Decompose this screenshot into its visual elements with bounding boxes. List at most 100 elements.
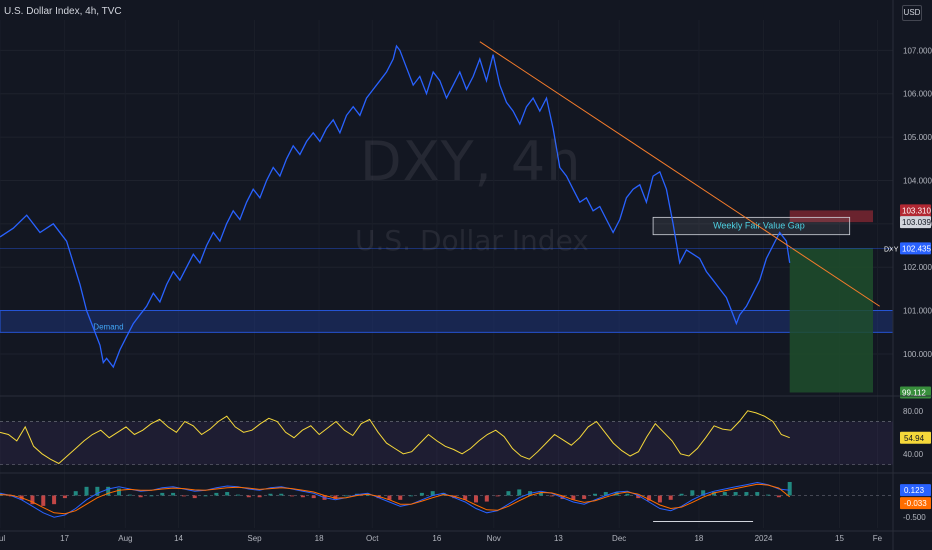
last-price-symbol: DXY bbox=[884, 246, 899, 253]
macd-histogram-bar bbox=[257, 495, 262, 498]
macd-value-bg bbox=[900, 484, 931, 497]
macd-histogram-bar bbox=[571, 495, 576, 500]
rsi-value-label: 54.94 bbox=[904, 434, 925, 443]
macd-histogram-bar bbox=[766, 494, 771, 496]
signal-value-bg bbox=[900, 497, 931, 510]
macd-histogram-bar bbox=[409, 495, 414, 497]
stop-level-label-bg bbox=[900, 204, 931, 217]
macd-histogram-bar bbox=[268, 493, 273, 496]
y-tick-label: 101.000 bbox=[903, 307, 932, 316]
macd-histogram-bar bbox=[225, 492, 230, 496]
x-tick-label: Jul bbox=[0, 534, 5, 543]
macd-histogram-bar bbox=[755, 492, 760, 496]
macd-histogram-bar bbox=[171, 492, 176, 496]
macd-histogram-bar bbox=[776, 495, 781, 498]
macd-histogram-bar bbox=[181, 495, 186, 497]
macd-histogram-bar bbox=[73, 491, 78, 496]
demand-zone bbox=[0, 310, 894, 333]
y-tick-label: 102.000 bbox=[903, 263, 932, 272]
macd-histogram-bar bbox=[582, 495, 587, 499]
trendline bbox=[479, 41, 880, 307]
macd-histogram-bar bbox=[95, 486, 100, 496]
x-tick-label: 18 bbox=[315, 534, 324, 543]
chart-title: U.S. Dollar Index, 4h, TVC bbox=[4, 6, 122, 17]
y-tick-label: 107.000 bbox=[903, 46, 932, 55]
macd-histogram-bar bbox=[690, 490, 695, 496]
macd-histogram-bar bbox=[668, 495, 673, 500]
stop-zone bbox=[789, 210, 874, 223]
x-tick-label: Nov bbox=[487, 534, 501, 543]
macd-histogram-bar bbox=[214, 492, 219, 496]
rsi-line bbox=[0, 410, 790, 465]
macd-histogram-bar bbox=[430, 491, 435, 496]
y-tick-label: 105.000 bbox=[903, 133, 932, 142]
demand-label: Demand bbox=[93, 322, 123, 331]
stop-level-label: 103.310 bbox=[902, 206, 931, 215]
macd-histogram-bar bbox=[603, 492, 608, 496]
macd-histogram-bar bbox=[506, 491, 511, 496]
target-zone bbox=[789, 248, 874, 393]
x-tick-label: Sep bbox=[247, 534, 262, 543]
signal-line bbox=[0, 483, 791, 515]
macd-histogram-bar bbox=[484, 495, 489, 502]
macd-histogram-bar bbox=[235, 494, 240, 496]
x-tick-label: 13 bbox=[554, 534, 563, 543]
macd-histogram-bar bbox=[701, 490, 706, 496]
macd-histogram-bar bbox=[138, 495, 143, 498]
macd-tick-label: -0.500 bbox=[903, 513, 926, 522]
rsi-band bbox=[0, 421, 893, 465]
macd-histogram-bar bbox=[517, 489, 522, 496]
macd-histogram-bar bbox=[538, 492, 543, 496]
signal-value-label: -0.033 bbox=[904, 499, 927, 508]
target-level-label-bg bbox=[900, 386, 931, 399]
fvg-box bbox=[652, 216, 851, 236]
macd-histogram-bar bbox=[333, 495, 338, 499]
macd-histogram-bar bbox=[733, 492, 738, 496]
macd-histogram-bar bbox=[463, 495, 468, 500]
macd-histogram-bar bbox=[116, 488, 121, 496]
macd-histogram-bar bbox=[398, 495, 403, 500]
macd-histogram-bar bbox=[279, 493, 284, 496]
macd-histogram-bar bbox=[160, 492, 165, 496]
last-price-label-bg bbox=[900, 242, 931, 255]
macd-histogram-bar bbox=[419, 492, 424, 496]
last-price-label: 102.435 bbox=[902, 244, 931, 253]
y-tick-label: 106.000 bbox=[903, 90, 932, 99]
x-tick-label: 18 bbox=[694, 534, 703, 543]
rsi-tick-label: 80.00 bbox=[903, 407, 924, 416]
macd-histogram-bar bbox=[106, 486, 111, 496]
fvg-label: Weekly Fair Value Gap bbox=[713, 220, 805, 230]
macd-histogram-bar bbox=[657, 495, 662, 503]
y-tick-label: 100.000 bbox=[903, 350, 932, 359]
x-tick-label: Oct bbox=[366, 534, 379, 543]
macd-histogram-bar bbox=[127, 494, 132, 496]
macd-histogram-bar bbox=[744, 492, 749, 496]
macd-histogram-bar bbox=[679, 493, 684, 496]
macd-histogram-bar bbox=[344, 495, 349, 497]
x-tick-label: 16 bbox=[432, 534, 441, 543]
y-tick-label: 104.000 bbox=[903, 176, 932, 185]
x-tick-label: 14 bbox=[174, 534, 183, 543]
x-tick-label: 17 bbox=[60, 534, 69, 543]
watermark-name: U.S. Dollar Index bbox=[355, 224, 589, 257]
macd-histogram-bar bbox=[41, 495, 46, 506]
rsi-tick-label: 40.00 bbox=[903, 450, 924, 459]
macd-histogram-bar bbox=[203, 495, 208, 497]
macd-histogram-bar bbox=[387, 495, 392, 500]
macd-histogram-bar bbox=[192, 495, 197, 499]
macd-histogram-bar bbox=[246, 495, 251, 498]
entry-level-label-bg bbox=[900, 216, 931, 229]
macd-histogram-bar bbox=[62, 495, 67, 499]
x-tick-label: Fe bbox=[873, 534, 883, 543]
currency-button[interactable]: USD bbox=[902, 5, 922, 21]
rsi-value-bg bbox=[900, 431, 931, 444]
macd-histogram-bar bbox=[592, 493, 597, 496]
macd-line bbox=[0, 481, 790, 518]
macd-histogram-bar bbox=[549, 495, 554, 497]
target-level-label: 99.112 bbox=[902, 388, 926, 397]
x-tick-label: 15 bbox=[835, 534, 844, 543]
macd-histogram-bar bbox=[84, 486, 89, 496]
macd-histogram-bar bbox=[52, 495, 57, 505]
macd-histogram-bar bbox=[625, 493, 630, 496]
